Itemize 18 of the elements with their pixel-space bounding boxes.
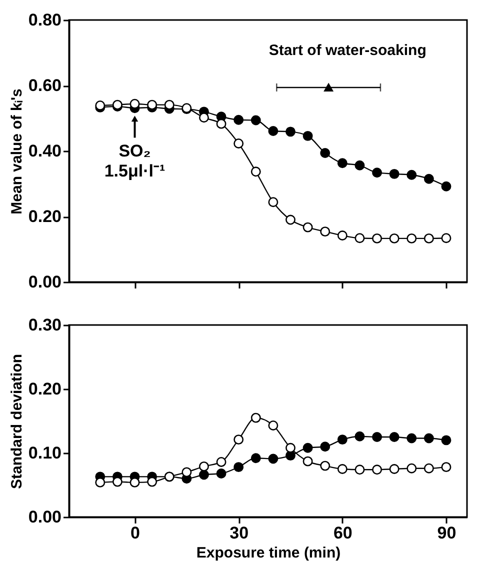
y-tick-label: 0.20: [28, 207, 62, 226]
y-axis-title: Mean value of kᵢ's: [8, 88, 26, 214]
y-tick-label: 0.00: [28, 272, 62, 292]
x-tick-label: 30: [230, 524, 249, 542]
y-tick-label: 0.40: [28, 142, 62, 160]
y-tick-label: 0.30: [28, 316, 62, 334]
x-tick-label: 60: [333, 524, 352, 542]
y-tick-label: 0.00: [28, 508, 62, 526]
y-tick-label: 0.60: [28, 76, 62, 95]
y-tick-label: 0.80: [28, 10, 62, 30]
y-tick-label: 0.20: [28, 380, 62, 398]
annotation: Start of water-soaking: [268, 42, 426, 59]
x-tick-label: 90: [437, 524, 456, 542]
x-tick-label: 0: [130, 524, 140, 542]
y-axis-title: Standard deviation: [8, 354, 26, 490]
annotation: SO₂ 1.5μl·l⁻¹: [104, 142, 166, 181]
x-axis-title: Exposure time (min): [196, 544, 341, 562]
y-tick-label: 0.10: [28, 444, 62, 462]
